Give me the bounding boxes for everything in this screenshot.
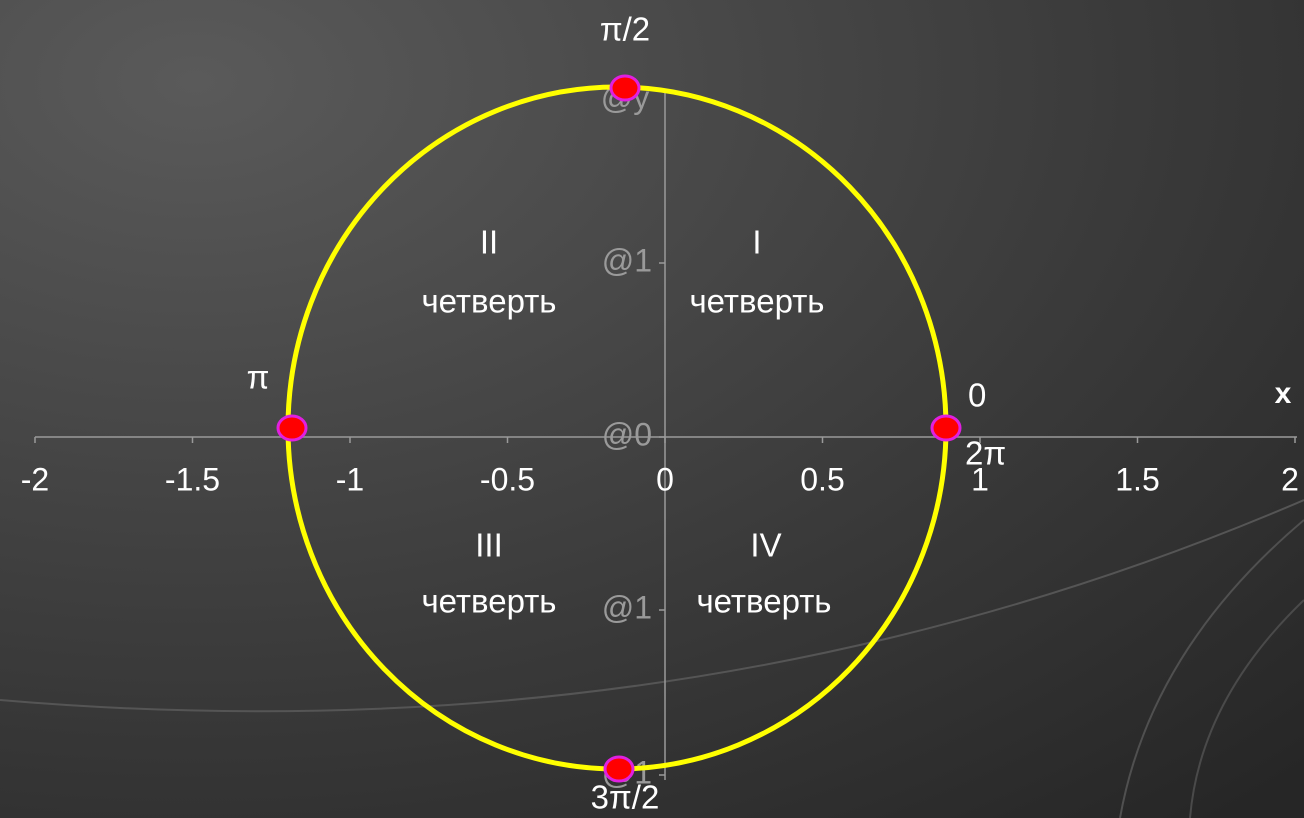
x-tick-label: 1 bbox=[971, 461, 989, 497]
x-tick-label: -0.5 bbox=[480, 461, 535, 497]
quarter-numeral: IV bbox=[750, 527, 781, 564]
point bbox=[603, 755, 635, 783]
point bbox=[276, 414, 308, 442]
quarter-word: четверть bbox=[689, 283, 824, 320]
quarter-numeral: II bbox=[480, 224, 498, 261]
axes bbox=[35, 90, 1297, 780]
point-label: 3π/2 bbox=[591, 779, 660, 816]
y-tick-label: @1 bbox=[602, 242, 652, 278]
quarter-word: четверть bbox=[421, 583, 556, 620]
y-tick-label: @1 bbox=[602, 589, 652, 625]
x-tick-label: 2 bbox=[1281, 461, 1299, 497]
point-label: 0 bbox=[968, 377, 986, 414]
point bbox=[930, 414, 962, 442]
y-tick-label: @0 bbox=[602, 416, 652, 452]
decor-arc bbox=[1119, 519, 1304, 818]
point-label: 2π bbox=[965, 435, 1006, 472]
decor-arc bbox=[0, 499, 1304, 713]
x-ticks: -2 -1.5 -1 -0.5 0 0.5 1 1.5 2 bbox=[21, 437, 1299, 497]
x-tick-label: 0.5 bbox=[800, 461, 844, 497]
quarter-word: четверть bbox=[421, 283, 556, 320]
point-label: π/2 bbox=[600, 11, 650, 48]
x-tick-label: -1 bbox=[336, 461, 364, 497]
quarter-numeral: III bbox=[475, 527, 503, 564]
circle-points bbox=[276, 74, 962, 783]
point-label: π bbox=[247, 359, 270, 396]
point bbox=[609, 74, 641, 102]
x-axis-label: x bbox=[1275, 377, 1292, 410]
decor-arc bbox=[1189, 599, 1304, 818]
quarter-word: четверть bbox=[696, 583, 831, 620]
x-tick-label: 0 bbox=[656, 461, 674, 497]
x-tick-label: 1.5 bbox=[1115, 461, 1159, 497]
quarter-numeral: I bbox=[752, 224, 761, 261]
x-tick-label: -1.5 bbox=[165, 461, 220, 497]
x-tick-label: -2 bbox=[21, 461, 49, 497]
